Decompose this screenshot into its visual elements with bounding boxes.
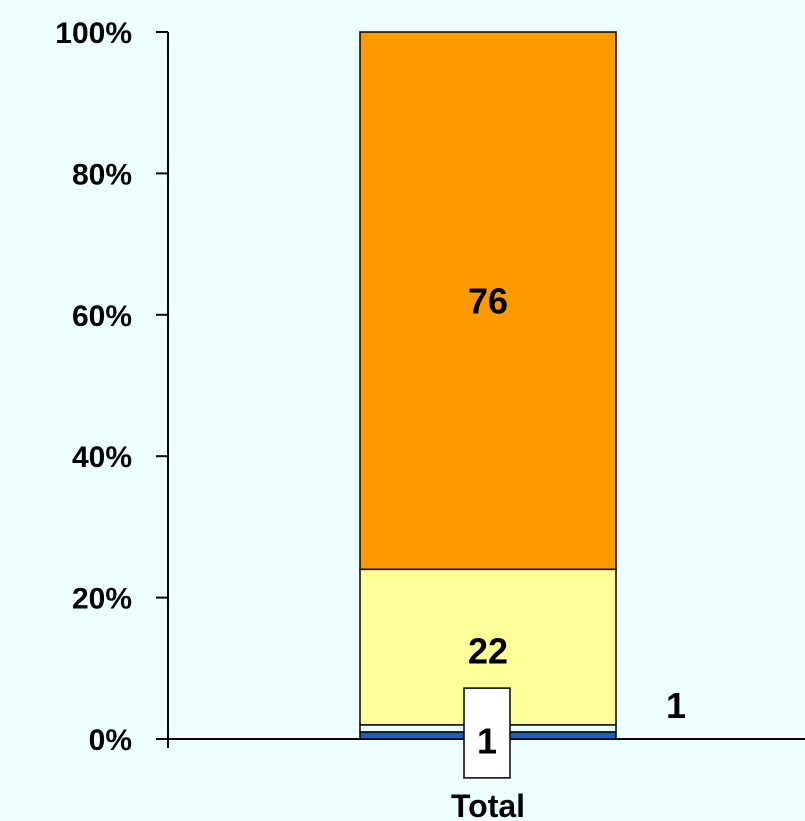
y-tick-label: 0% (89, 724, 132, 757)
data-label-segment-3: 76 (468, 281, 508, 322)
data-label-segment-1: 1 (666, 685, 686, 726)
data-label-box (463, 687, 511, 779)
y-tick-label: 40% (72, 441, 132, 474)
category-label: Total (451, 788, 525, 821)
y-axis-ticks: 0% 20% 40% 60% 80% 100% (55, 17, 168, 757)
y-tick-label: 80% (72, 158, 132, 191)
y-tick-label: 20% (72, 583, 132, 616)
data-labels: 1 1 22 76 (463, 281, 686, 779)
data-label-segment-0: 1 (477, 720, 497, 761)
data-label-segment-2: 22 (468, 631, 508, 672)
bar-segments (359, 31, 617, 740)
bar-segment-3 (359, 31, 617, 571)
y-tick-label: 100% (55, 17, 132, 50)
y-tick-label: 60% (72, 300, 132, 333)
